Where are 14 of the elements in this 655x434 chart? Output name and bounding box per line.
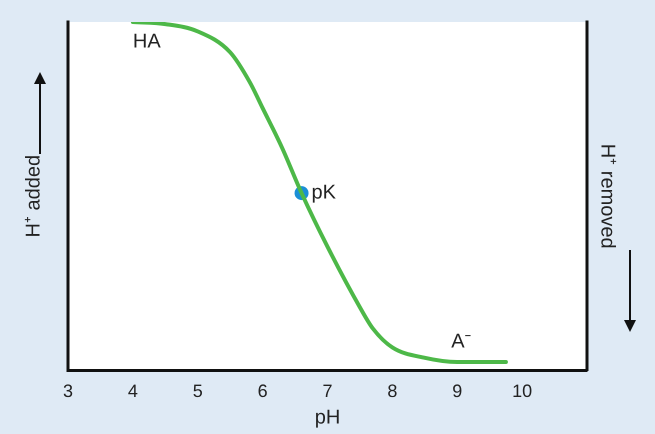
x-tick-label: 10 — [512, 381, 532, 402]
x-tick-label: 5 — [192, 381, 203, 402]
annotation: HA — [132, 30, 162, 53]
x-tick-label: 7 — [322, 381, 333, 402]
x-axis-title: pH — [314, 406, 340, 429]
x-tick-label: 9 — [452, 381, 462, 402]
y-axis-title: H⁺ added — [22, 154, 45, 238]
annotation: A⁻ — [451, 330, 472, 353]
annotation: pK — [312, 182, 337, 204]
y2-axis-title: H⁺ removed — [596, 144, 618, 249]
x-tick-label: 8 — [387, 381, 398, 402]
x-tick-label: 6 — [258, 381, 268, 402]
x-tick-label: 4 — [128, 381, 138, 402]
x-tick-label: 3 — [62, 381, 74, 402]
